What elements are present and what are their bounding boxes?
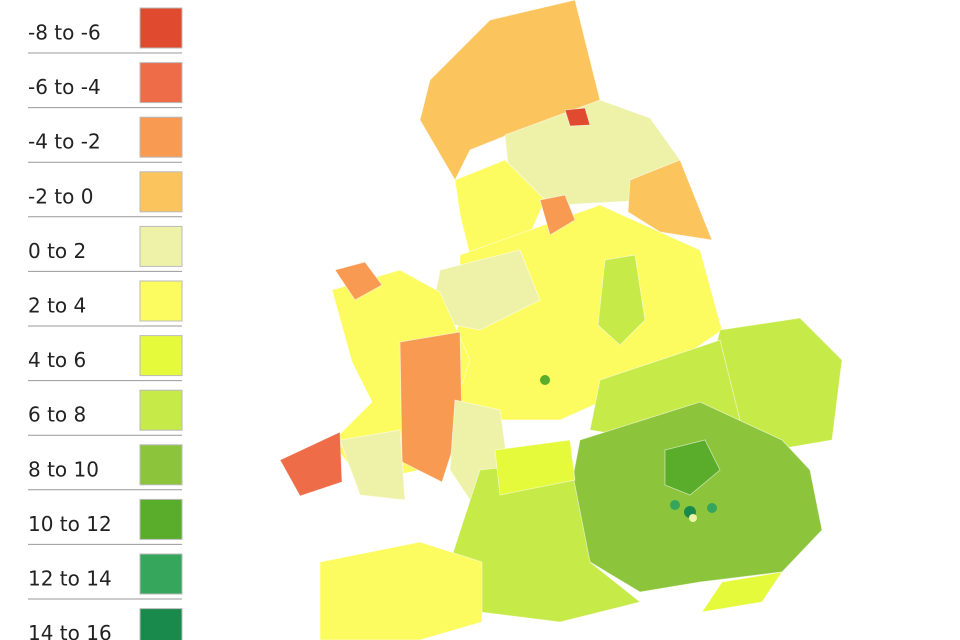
- region: [339, 429, 406, 501]
- legend-label: 6 to 8: [28, 403, 86, 427]
- legend-swatch: [139, 553, 183, 595]
- region: [597, 254, 646, 346]
- legend-label: -2 to 0: [28, 184, 93, 208]
- region: [701, 571, 783, 613]
- legend-label: -4 to -2: [28, 130, 101, 154]
- legend-swatch: [139, 335, 183, 377]
- legend-label: -6 to -4: [28, 75, 101, 99]
- map: [279, 0, 843, 640]
- region: [540, 375, 550, 385]
- legend-swatch: [139, 225, 183, 267]
- legend-swatch: [139, 280, 183, 322]
- region: [627, 159, 713, 241]
- legend-swatch: [139, 7, 183, 49]
- legend-swatch: [139, 444, 183, 486]
- legend-label: 12 to 14: [28, 567, 112, 591]
- legend-label: 4 to 6: [28, 348, 86, 372]
- legend-label: 14 to 16: [28, 621, 112, 640]
- legend-swatch: [139, 171, 183, 213]
- region: [494, 439, 576, 496]
- legend-label: -8 to -6: [28, 21, 101, 45]
- region: [707, 503, 717, 513]
- region: [689, 514, 697, 522]
- legend-label: 8 to 10: [28, 457, 99, 481]
- legend-label: 0 to 2: [28, 239, 86, 263]
- region: [319, 541, 483, 640]
- legend-label: 2 to 4: [28, 294, 86, 318]
- legend-swatch: [139, 608, 183, 640]
- legend-swatch: [139, 62, 183, 104]
- region: [539, 194, 576, 236]
- legend-swatch: [139, 116, 183, 158]
- legend-label: 10 to 12: [28, 512, 112, 536]
- region: [664, 439, 721, 496]
- region: [564, 107, 591, 127]
- region: [279, 431, 343, 497]
- legend-swatch: [139, 389, 183, 431]
- legend: -8 to -6 -6 to -4 -4 to -2 -2 to 0 0 to 2 2 t…: [28, 7, 183, 640]
- legend-swatch: [139, 498, 183, 540]
- region: [334, 261, 383, 301]
- region: [670, 500, 680, 510]
